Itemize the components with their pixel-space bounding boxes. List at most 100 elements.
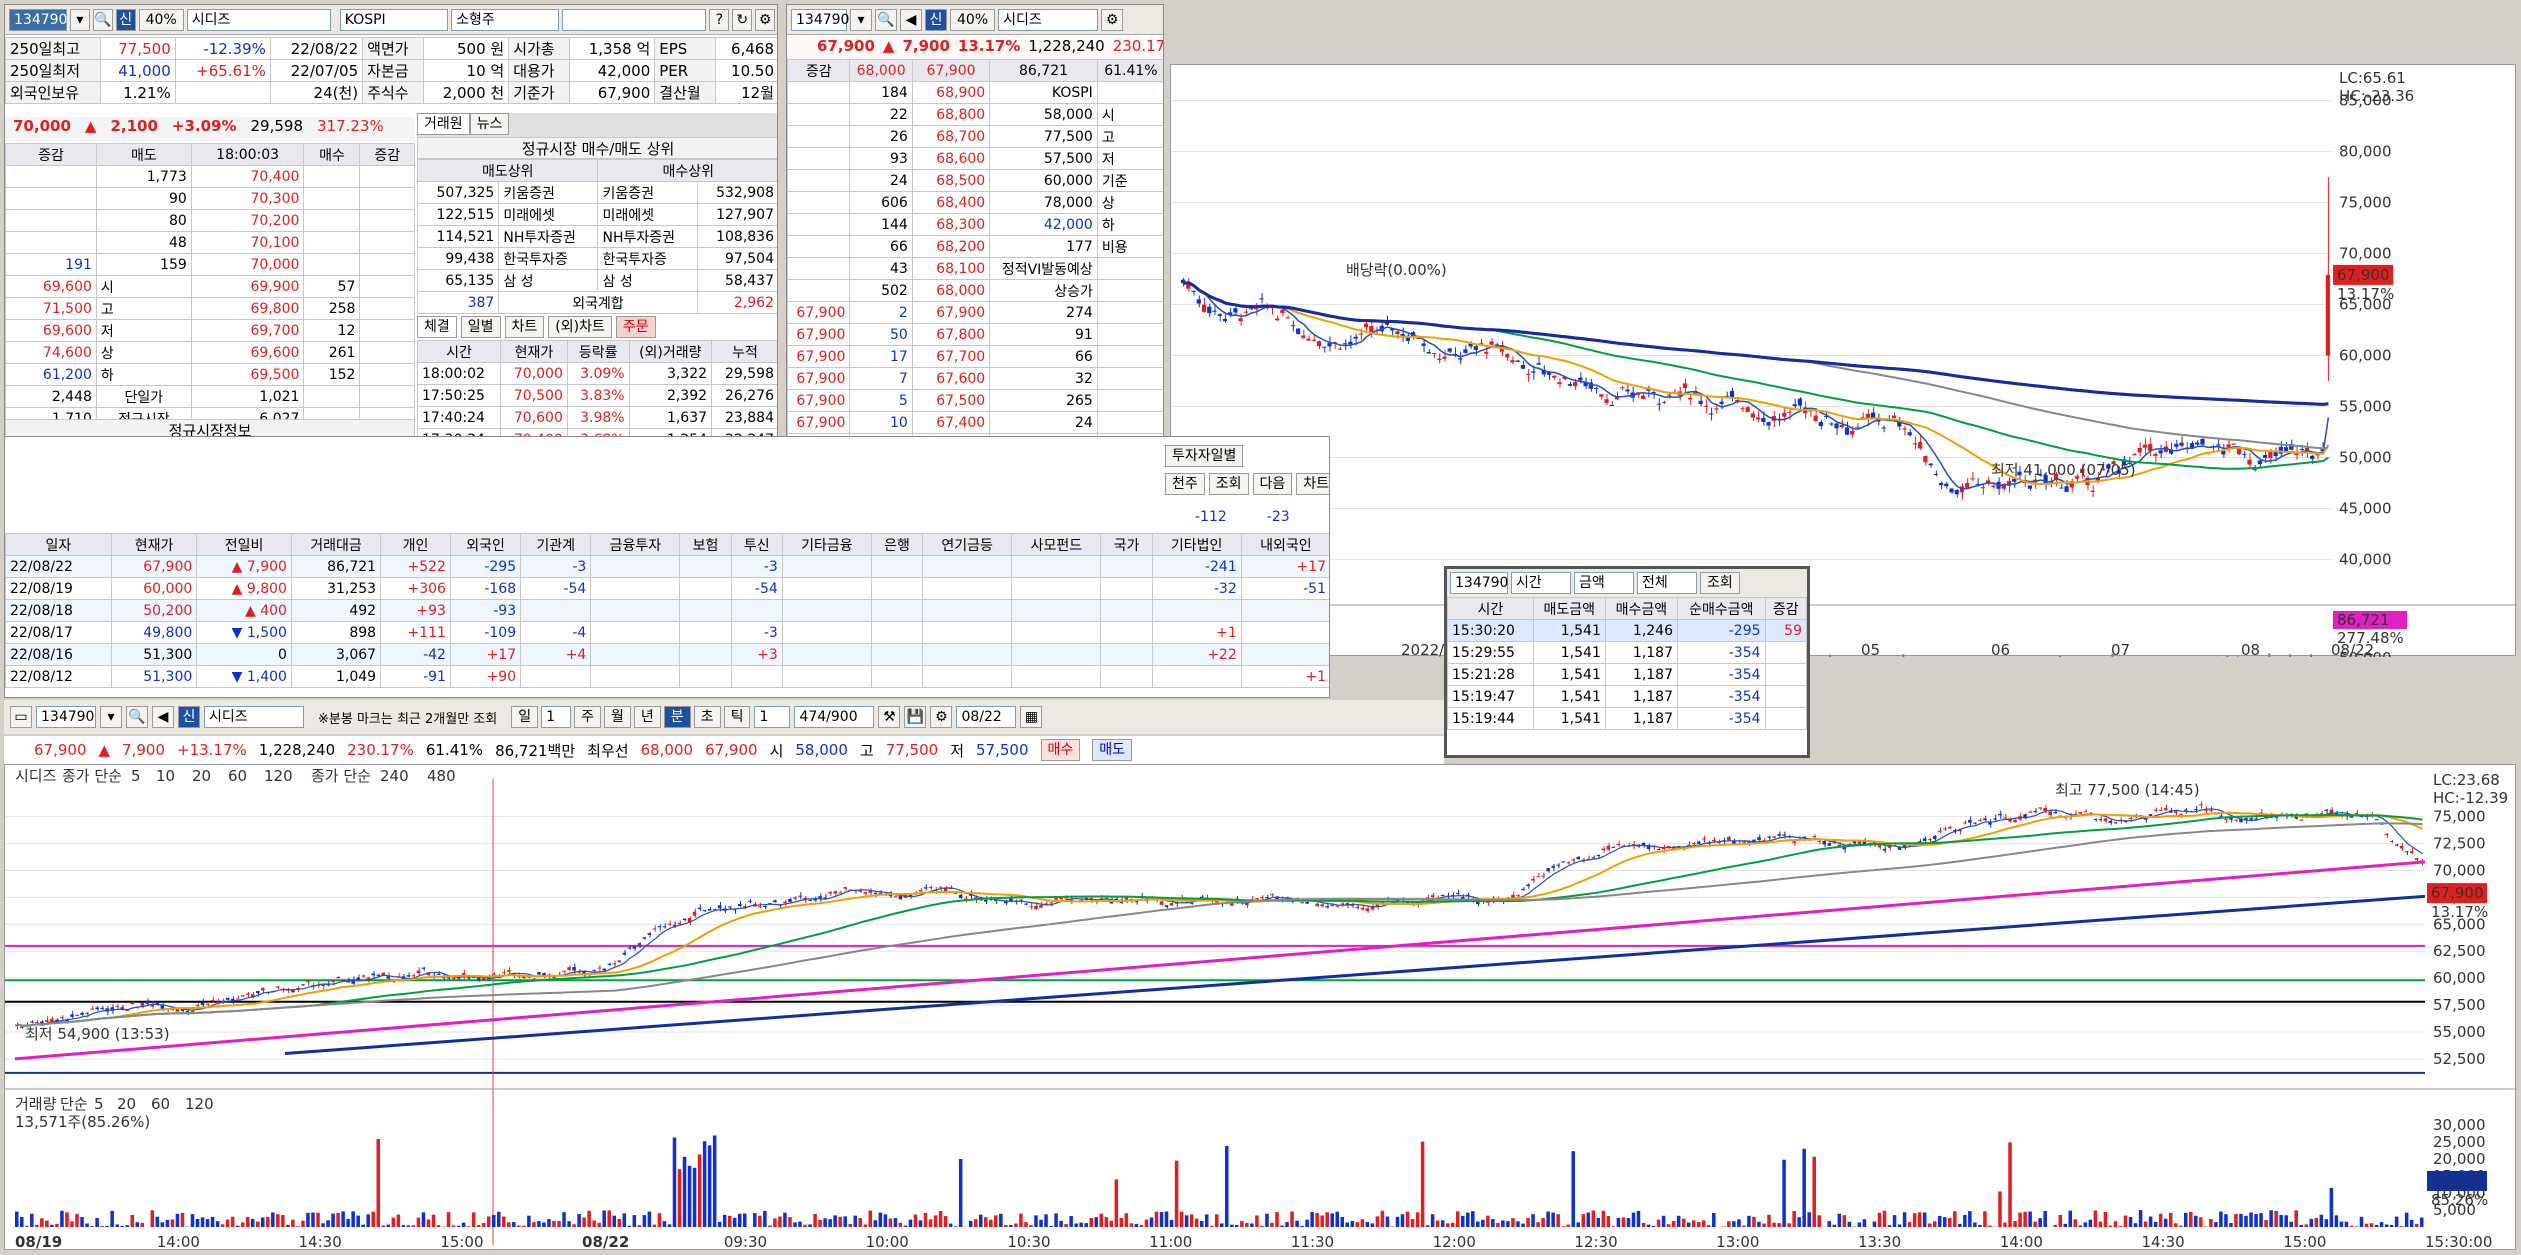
exec-tab[interactable]: 차트: [505, 316, 545, 338]
broker-tab[interactable]: 거래원: [417, 113, 470, 135]
invest-다음-button[interactable]: 다음: [1253, 473, 1293, 495]
exec-tab[interactable]: 체결: [417, 316, 457, 338]
ob-bid-price[interactable]: 67,500: [912, 390, 989, 412]
prog-search-button[interactable]: 조회: [1700, 572, 1740, 594]
stock-name-field[interactable]: 시디즈: [187, 9, 331, 31]
ob-bid-price[interactable]: 67,900: [912, 302, 989, 324]
ob-ask-price[interactable]: 68,600: [912, 148, 989, 170]
investor-title-tab[interactable]: 투자자일별: [1165, 445, 1243, 467]
period-년-button[interactable]: 년: [634, 706, 661, 728]
period-틱-button[interactable]: 틱: [724, 706, 751, 728]
speaker-icon[interactable]: ◀: [900, 9, 922, 31]
gear-icon[interactable]: ⚙: [930, 706, 952, 728]
help-icon[interactable]: ?: [709, 9, 729, 31]
ob-bid-price[interactable]: 67,800: [912, 324, 989, 346]
ob-bid-price[interactable]: 67,700: [912, 346, 989, 368]
ob-ask-price[interactable]: 68,100: [912, 258, 989, 280]
invest-조회-button[interactable]: 조회: [1209, 473, 1249, 495]
ob-ask-price[interactable]: 68,900: [912, 82, 989, 104]
sin-badge[interactable]: 신: [116, 9, 136, 31]
margin-pct[interactable]: 40%: [139, 9, 184, 31]
minute-chart-svg[interactable]: 75,00072,50070,00067,50065,00062,50060,0…: [5, 765, 2517, 1251]
count-field[interactable]: 474/900: [794, 706, 874, 728]
dropdown-icon[interactable]: ▾: [70, 9, 90, 31]
period-주-button[interactable]: 주: [574, 706, 601, 728]
search-icon[interactable]: 🔍: [93, 9, 113, 31]
ob-bid-price[interactable]: 67,600: [912, 368, 989, 390]
sin-badge[interactable]: 신: [178, 706, 200, 728]
mini-name-field[interactable]: 시디즈: [204, 706, 304, 728]
period-n2[interactable]: 1: [754, 706, 790, 728]
broker-tab[interactable]: 뉴스: [470, 113, 510, 135]
period-초-button[interactable]: 초: [694, 706, 721, 728]
gear-icon[interactable]: ⚙: [755, 9, 775, 31]
mini-code-input[interactable]: 134790: [36, 706, 96, 728]
exec-tab[interactable]: (외)차트: [548, 316, 612, 338]
daily-chart-svg[interactable]: 85,00080,00075,00070,00065,00060,00055,0…: [1171, 65, 2517, 657]
ob-ask-price[interactable]: 68,400: [912, 192, 989, 214]
gear-icon[interactable]: ⚙: [1101, 9, 1123, 31]
ob-ask-price[interactable]: 68,800: [912, 104, 989, 126]
prog-code[interactable]: 134790: [1450, 572, 1508, 594]
dropdown-icon[interactable]: ▾: [850, 9, 872, 31]
save-icon[interactable]: 💾: [904, 706, 926, 728]
ob-ask-price[interactable]: 68,500: [912, 170, 989, 192]
ob-bid-price[interactable]: 67,400: [912, 412, 989, 434]
period-일-button[interactable]: 일: [511, 706, 538, 728]
date-field[interactable]: 08/22: [956, 706, 1016, 728]
period-월-button[interactable]: 월: [604, 706, 631, 728]
stock-code-input[interactable]: 134790: [9, 9, 67, 31]
tool-icon[interactable]: ⚒: [878, 706, 900, 728]
ob-code-input[interactable]: 134790: [791, 9, 847, 31]
ob-ask-price[interactable]: 68,200: [912, 236, 989, 258]
memo-field[interactable]: [562, 9, 706, 31]
sin-badge[interactable]: 신: [925, 9, 947, 31]
period-분-button[interactable]: 분: [664, 706, 691, 728]
prog-select[interactable]: 전체: [1637, 572, 1697, 594]
ob-ask-price[interactable]: 68,700: [912, 126, 989, 148]
invest-차트-button[interactable]: 차트: [1296, 473, 1330, 495]
exec-tab[interactable]: 주문: [616, 316, 656, 338]
dropdown-icon[interactable]: ▾: [100, 706, 122, 728]
window-icon[interactable]: ▭: [10, 706, 32, 728]
speaker-icon[interactable]: ◀: [152, 706, 174, 728]
ob-ask-price[interactable]: 68,300: [912, 214, 989, 236]
prog-select[interactable]: 시간: [1511, 572, 1571, 594]
search-icon[interactable]: 🔍: [875, 9, 897, 31]
prog-select[interactable]: 금액: [1574, 572, 1634, 594]
ob-ask-price[interactable]: 68,000: [912, 280, 989, 302]
calendar-icon[interactable]: ▦: [1020, 706, 1042, 728]
margin-pct[interactable]: 40%: [950, 9, 995, 31]
sell-button[interactable]: 매도: [1092, 739, 1132, 761]
buy-button[interactable]: 매수: [1041, 739, 1081, 761]
